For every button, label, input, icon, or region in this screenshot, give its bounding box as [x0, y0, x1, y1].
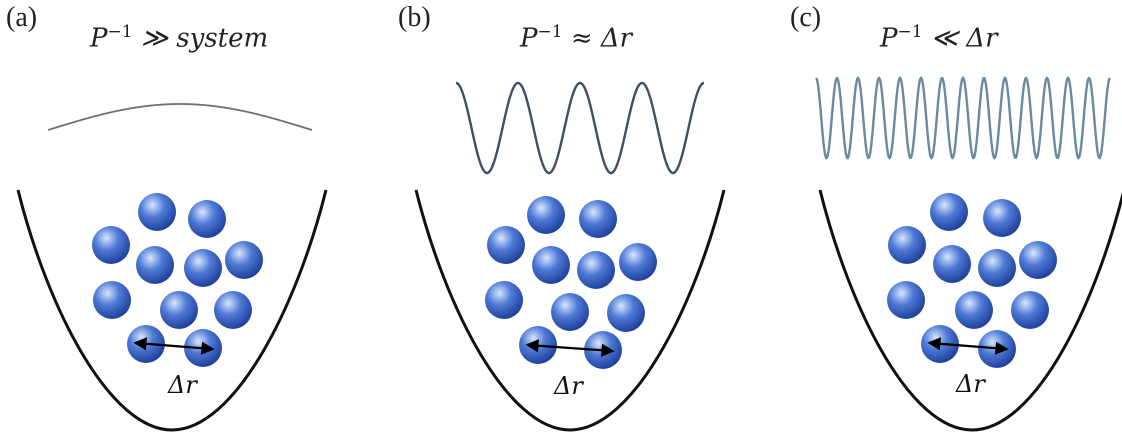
- panel-title: P−1 ≫ system: [90, 22, 268, 54]
- panel-b-drawing: Δr: [414, 81, 726, 432]
- particle-ball: [1011, 291, 1049, 329]
- panel-b: (b) P−1 ≈ Δr Δr: [394, 0, 768, 443]
- particle-ball: [92, 226, 130, 264]
- particle-ball: [188, 200, 226, 238]
- panel-a-drawing: Δr: [16, 103, 328, 432]
- particle-ball: [160, 291, 198, 329]
- wave-curve: [815, 76, 1111, 160]
- particle-ball: [138, 193, 176, 231]
- delta-r-label: Δr: [553, 372, 584, 400]
- potential-well: [818, 189, 1122, 432]
- title-exponent: −1: [537, 22, 563, 42]
- panel-title: P−1 ≈ Δr: [520, 22, 632, 54]
- particle-ball: [487, 226, 525, 264]
- distance-arrow: [927, 337, 1009, 355]
- particle-ball: [1019, 241, 1057, 279]
- title-base: P: [520, 23, 538, 54]
- panel-label: (a): [6, 2, 38, 33]
- title-exponent: −1: [107, 22, 133, 42]
- delta-r-label: Δr: [955, 370, 986, 398]
- panel-title: P−1 ≪ Δr: [880, 22, 998, 54]
- wave-curve: [47, 103, 313, 131]
- title-relation: ≫ system: [132, 23, 269, 54]
- particle-ball: [485, 281, 523, 319]
- panel-c-drawing: Δr: [815, 76, 1122, 432]
- particle-ball: [955, 291, 993, 329]
- title-relation: ≈ Δr: [562, 23, 633, 54]
- particle-ball: [551, 293, 589, 331]
- particle-ball: [887, 281, 925, 319]
- panel-a: (a) P−1 ≫ system Δr: [0, 0, 374, 443]
- panel-label: (b): [398, 2, 431, 33]
- particle-ball: [619, 243, 657, 281]
- particle-ball: [933, 245, 971, 283]
- particle-ball: [930, 193, 968, 231]
- panel-c: (c) P−1 ≪ Δr Δr: [784, 0, 1122, 443]
- particle-ball: [579, 200, 617, 238]
- potential-well: [16, 189, 328, 432]
- particle-ball: [577, 251, 615, 289]
- particle-ball: [93, 281, 131, 319]
- title-base: P: [880, 23, 898, 54]
- particle-ball: [888, 226, 926, 264]
- particle-ball: [214, 291, 252, 329]
- particle-ball: [184, 249, 222, 287]
- title-base: P: [90, 23, 108, 54]
- particle-ball: [136, 246, 174, 284]
- distance-arrow: [525, 339, 615, 357]
- title-relation: ≪ Δr: [922, 23, 998, 54]
- potential-well: [414, 189, 726, 432]
- particle-ball: [527, 196, 565, 234]
- panel-label: (c): [790, 2, 822, 33]
- distance-arrow: [133, 337, 215, 355]
- particle-ball: [607, 294, 645, 332]
- particle-ball: [983, 199, 1021, 237]
- particle-ball: [532, 246, 570, 284]
- title-exponent: −1: [897, 22, 923, 42]
- wave-curve: [455, 81, 705, 175]
- particle-ball: [225, 241, 263, 279]
- delta-r-label: Δr: [167, 371, 198, 399]
- particle-ball: [978, 249, 1016, 287]
